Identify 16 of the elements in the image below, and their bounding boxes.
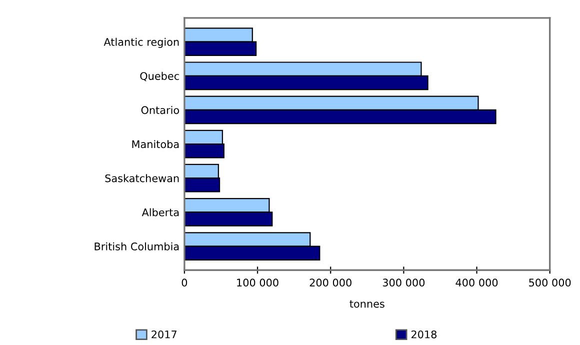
x-tick-label: 100 000	[237, 278, 278, 287]
x-tick-label: 400 000	[456, 278, 498, 287]
x-tick-label: 500 000	[529, 278, 571, 287]
y-tick-label: Quebec	[140, 72, 179, 82]
x-axis-title: tonnes	[350, 300, 384, 308]
y-tick-label: Manitoba	[132, 140, 179, 148]
y-tick-label: Atlantic region	[104, 38, 179, 48]
x-tick-label: 300 000	[382, 278, 425, 287]
y-tick-label: Saskatchewan	[105, 174, 179, 182]
x-tick-label: 0	[182, 278, 188, 287]
x-tick-label: 200 000	[310, 278, 352, 287]
y-tick-label: British Columbia	[94, 242, 179, 250]
legend-label: 2017	[152, 330, 176, 338]
y-tick-label: Alberta	[142, 208, 179, 216]
y-tick-label: Ontario	[141, 106, 180, 114]
legend-label: 2018	[411, 330, 437, 338]
